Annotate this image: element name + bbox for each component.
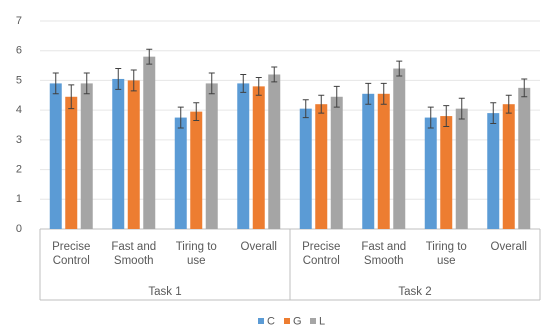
error-bar [271, 66, 278, 83]
group-label: Task 2 [398, 286, 431, 298]
error-bar [240, 73, 247, 93]
bar [440, 116, 453, 229]
error-bar [443, 105, 450, 127]
x-tick-label: Precise Control [290, 240, 352, 268]
bar [455, 108, 468, 229]
error-bar [52, 72, 59, 95]
bar [49, 83, 62, 230]
y-tick-label: 7 [16, 15, 22, 27]
legend-label: G [293, 315, 302, 327]
bar [502, 104, 515, 229]
y-tick-label: 3 [16, 134, 22, 146]
y-tick-label: 2 [16, 163, 22, 175]
x-tick-label: Tiring to use [415, 240, 477, 268]
bar [65, 96, 78, 230]
error-bar [130, 69, 137, 92]
x-tick-text: Precise Control [52, 241, 91, 267]
bar [174, 117, 187, 229]
error-bar [505, 94, 512, 114]
error-bar [490, 102, 497, 125]
bar [315, 104, 328, 229]
bar [330, 96, 343, 230]
bar [80, 83, 93, 230]
bar [205, 83, 218, 230]
x-tick-label: Tiring to use [165, 240, 227, 268]
x-tick-text: Fast and Smooth [361, 241, 407, 267]
x-tick-label: Precise Control [40, 240, 102, 268]
error-bar [83, 72, 90, 95]
x-tick-text: Overall [240, 241, 277, 253]
y-tick-label: 6 [16, 45, 22, 57]
bar [252, 86, 265, 229]
x-tick-text: Fast and Smooth [111, 241, 157, 267]
legend-swatch [258, 318, 264, 324]
error-bar [365, 82, 372, 105]
error-bar [458, 97, 465, 120]
bar [518, 87, 531, 229]
error-bar [68, 84, 75, 110]
x-tick-label: Fast and Smooth [103, 240, 165, 268]
error-bar [333, 85, 340, 108]
bar [424, 117, 437, 229]
error-bar [396, 60, 403, 77]
group-label: Task 1 [148, 286, 181, 298]
x-tick-label: Fast and Smooth [353, 240, 415, 268]
legend-swatch [284, 318, 290, 324]
error-bar [177, 106, 184, 129]
y-tick-label: 4 [16, 104, 22, 116]
error-bar [115, 68, 122, 90]
x-tick-label: Overall [228, 240, 290, 254]
y-tick-label: 1 [16, 193, 22, 205]
y-tick-label: 5 [16, 74, 22, 86]
bar [362, 93, 375, 229]
error-bar [318, 94, 325, 114]
bar [393, 68, 406, 230]
bar [299, 108, 312, 229]
bar [268, 74, 281, 229]
error-bar [193, 102, 200, 122]
error-bar [255, 76, 262, 96]
bar [127, 80, 140, 229]
bar [112, 78, 125, 229]
legend-label: L [319, 315, 325, 327]
x-tick-text: Overall [490, 241, 527, 253]
error-bar [302, 99, 309, 119]
x-tick-label: Overall [478, 240, 540, 254]
error-bar [146, 48, 153, 65]
bar [377, 93, 390, 229]
bar [487, 113, 500, 229]
error-bar [380, 82, 387, 105]
bar [143, 56, 156, 230]
x-tick-text: Precise Control [302, 241, 341, 267]
bar [190, 111, 203, 229]
legend-swatch [310, 318, 316, 324]
error-bar [208, 72, 215, 95]
legend-label: C [267, 315, 275, 327]
error-bar [427, 106, 434, 129]
bar [237, 83, 250, 230]
x-tick-text: Tiring to use [175, 241, 217, 267]
y-tick-label: 0 [16, 223, 22, 235]
error-bar [521, 78, 528, 98]
x-tick-text: Tiring to use [425, 241, 467, 267]
